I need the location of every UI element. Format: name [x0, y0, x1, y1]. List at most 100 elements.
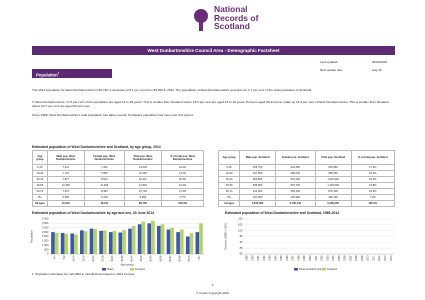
x-axis-title: Age group [121, 263, 134, 267]
bar [80, 230, 84, 254]
bar [70, 233, 75, 254]
bar [179, 229, 184, 254]
bar [170, 227, 174, 254]
bar [112, 230, 117, 254]
bar [60, 233, 65, 254]
x-tick-label: 2010 [367, 255, 370, 261]
x-tick-label: 75+ [198, 255, 201, 260]
bar [93, 229, 97, 254]
logo-text: National Records of Scotland [214, 5, 258, 31]
y-tick-label: 3,500 [42, 221, 49, 225]
bar [64, 233, 69, 254]
table-cell: 43,419 [46, 200, 85, 207]
table-row: 16-29 497,560 483,000 980,560 18.3% [217, 170, 396, 177]
x-tick-label: 2004 [332, 255, 335, 261]
y-tick-label: 4,000 [42, 217, 49, 221]
x-tick-label: 70-74 [188, 255, 191, 262]
column-header: Male pop. Scotland [239, 150, 276, 165]
x-tick-label: 0-4 [53, 255, 56, 259]
x-tick-label: 65-69 [179, 255, 182, 262]
copyright: © Crown Copyright 2015 [196, 291, 229, 295]
bar [157, 226, 161, 254]
y-tick-label: 3,000 [42, 225, 49, 229]
y-tick-label: 80 [240, 252, 243, 256]
legend-label: Females [135, 267, 146, 271]
section-title: Population [36, 72, 58, 78]
table-cell: 5,348,200 [314, 200, 352, 207]
bar [189, 233, 194, 254]
x-tick-label: 2009 [361, 255, 364, 261]
x-tick-label: 25-29 [102, 255, 105, 262]
x-tick-label: 15-19 [82, 255, 85, 262]
logo-emblem [194, 9, 208, 31]
table-cell: 100.0% [350, 200, 396, 207]
column-header: Age group [32, 150, 48, 165]
bar [141, 221, 146, 254]
x-tick-label: 45-49 [140, 255, 143, 262]
x-tick-label: 2003 [326, 255, 329, 261]
x-tick-label: 1999 [303, 255, 306, 261]
y-tick-label: 2,000 [42, 234, 49, 238]
y-tick-label: 500 [44, 247, 49, 251]
x-tick-label: 30-34 [111, 255, 114, 262]
last-updated: 06/04/2016 [372, 60, 388, 64]
bar [147, 223, 152, 254]
table-cell: 100.0% [161, 200, 204, 207]
column-header: Male pop. West Dunbartonshire [46, 150, 85, 165]
logo-line: Records of [214, 12, 259, 23]
paragraph: The 2014 population for West Dunbartonsh… [32, 88, 312, 92]
y-axis-title: Percent (1989 = 100) [224, 223, 228, 249]
x-tick-label: 1989 [246, 255, 249, 261]
footnote: 1. Population estimates for mid-2002 to … [32, 272, 136, 276]
section-header: Population1 [32, 69, 112, 78]
bar [108, 232, 113, 254]
x-tick-label: 60-64 [169, 255, 172, 262]
table-cell: 89,730 [123, 200, 163, 207]
x-tick-label: 2001 [315, 255, 318, 261]
x-tick-label: 2007 [349, 255, 352, 261]
x-tick-label: 1995 [280, 255, 283, 261]
chart: Population05001,0001,5002,0002,5003,0003… [30, 217, 204, 271]
page-number: 1 [212, 283, 214, 287]
x-tick-label: 2000 [309, 255, 312, 261]
x-tick-label: 55-59 [159, 255, 162, 262]
column-header: Female pop. West Dunbartonshire [83, 150, 125, 165]
legend-swatch [102, 268, 106, 271]
x-tick-label: 2013 [384, 255, 387, 261]
factsheet-title: West Dunbartonshire Council Area - Demog… [32, 46, 395, 55]
y-tick-label: 1,000 [42, 243, 49, 247]
x-tick-label: 40-44 [130, 255, 133, 262]
x-tick-label: 1991 [257, 255, 260, 261]
y-tick-label: 2,500 [42, 230, 49, 234]
y-tick-label: 110 [238, 217, 243, 221]
tables-title: Estimated population of West Dunbartonsh… [32, 145, 161, 149]
data-table: Age group Male pop. West Dunbartonshire Fe… [32, 150, 204, 207]
y-tick-label: 90 [240, 240, 243, 244]
bar [131, 226, 136, 254]
x-tick-label: 2002 [321, 255, 324, 261]
table-cell: 2,612,060 [239, 200, 276, 207]
logo-line: National [214, 4, 248, 14]
bar [185, 236, 190, 254]
bar [199, 223, 203, 254]
bar [195, 232, 200, 254]
bar [151, 220, 155, 254]
x-tick-label: 2012 [378, 255, 381, 261]
x-tick-label: 5-9 [63, 255, 66, 259]
column-header: % of total pop. Scotland [350, 150, 396, 165]
last-updated-label: Last updated: [320, 60, 339, 64]
x-tick-label: 35-39 [121, 255, 124, 262]
data-table: Age group Male pop. Scotland Female pop. S… [217, 150, 396, 207]
x-tick-label: 2011 [372, 255, 375, 261]
y-tick-label: 105 [238, 223, 243, 227]
table-cell: 2,736,140 [274, 200, 316, 207]
bar [166, 229, 171, 254]
column-header: % of total pop. West Dunbartonshire [161, 150, 204, 165]
column-header: Total pop. Scotland [314, 150, 352, 165]
y-tick-label: 95 [240, 234, 243, 238]
paragraph: In West Dunbartonshire, 17.0 per cent of… [32, 100, 389, 108]
legend-label: Scotland [327, 267, 338, 271]
legend-swatch [130, 268, 134, 271]
